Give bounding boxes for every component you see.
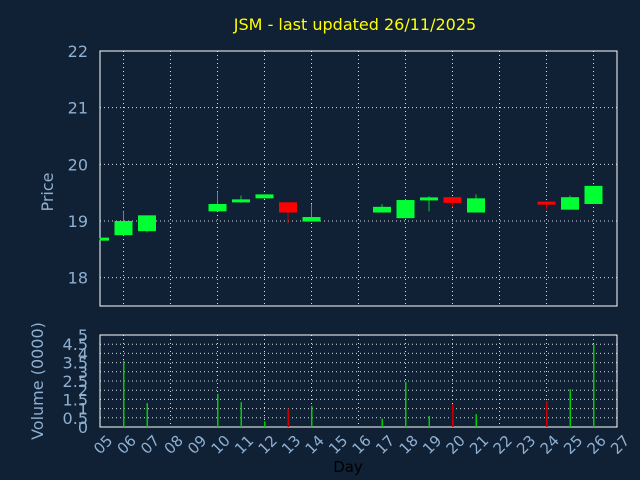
volume-bar-21 <box>475 414 477 427</box>
candle-body-26 <box>584 185 603 204</box>
candle-body-14 <box>302 217 321 222</box>
price-axis-ticks: 18 19 20 21 22 <box>68 42 88 288</box>
price-axis-label: Price <box>38 172 57 211</box>
volume-bar-19 <box>428 415 430 427</box>
volume-bar-13 <box>287 408 289 427</box>
volume-tick-label: 0.5 <box>63 409 88 428</box>
volume-axis-label: Volume (0000) <box>28 322 47 440</box>
x-axis-label: Day <box>333 458 363 476</box>
price-tick-label: 18 <box>68 269 88 288</box>
volume-bar-07 <box>146 403 148 427</box>
volume-bar-10 <box>217 393 219 427</box>
price-candles <box>99 185 603 241</box>
volume-tick-label: 0 <box>78 418 88 437</box>
volume-tick-label: 3 <box>78 363 88 382</box>
candle-body-24 <box>537 201 556 205</box>
candle-body-20 <box>443 197 462 203</box>
x-axis-ticks: 0506070809101112131415161718192021222324… <box>90 432 633 458</box>
volume-bar-11 <box>240 402 242 427</box>
volume-tick-label: 1 <box>78 400 88 419</box>
volume-tick-label: 5 <box>78 326 88 345</box>
candle-body-21 <box>467 198 485 213</box>
volume-bar-18 <box>405 381 407 427</box>
volume-axis-ticks: 00.511.522.533.544.55 <box>63 326 88 437</box>
price-tick-label: 20 <box>68 155 88 174</box>
volume-tick-label: 4.5 <box>63 335 88 354</box>
candle-body-06 <box>114 221 133 236</box>
candle-body-25 <box>561 197 579 210</box>
candle-body-12 <box>255 194 274 199</box>
price-tick-label: 22 <box>68 42 88 61</box>
volume-bars <box>123 344 595 427</box>
volume-bar-25 <box>569 389 571 427</box>
volume-tick-label: 3.5 <box>63 354 88 373</box>
volume-bar-14 <box>311 405 313 427</box>
candle-body-18 <box>396 200 415 219</box>
volume-tick-label: 4 <box>78 344 88 363</box>
candle-body-05 <box>100 237 109 241</box>
volume-bar-06 <box>123 360 125 427</box>
volume-tick-label: 2 <box>78 381 88 400</box>
volume-bar-17 <box>381 418 383 427</box>
candle-body-17 <box>373 206 391 213</box>
price-grid <box>100 51 617 306</box>
volume-tick-label: 1.5 <box>63 390 88 409</box>
volume-bar-24 <box>546 401 548 427</box>
candle-body-11 <box>232 199 250 203</box>
price-panel: 18 19 20 21 22 Price <box>38 42 618 307</box>
chart-title: JSM - last updated 26/11/2025 <box>233 15 476 34</box>
volume-tick-label: 2.5 <box>63 372 88 391</box>
candle-body-10 <box>208 204 227 212</box>
volume-bar-26 <box>593 344 595 427</box>
candle-body-19 <box>420 197 438 201</box>
price-tick-label: 21 <box>68 99 88 118</box>
volume-bar-12 <box>264 421 266 427</box>
volume-bar-20 <box>452 404 454 427</box>
candle-body-13 <box>279 202 297 213</box>
candle-body-07 <box>138 215 156 232</box>
volume-panel: 00.511.522.533.544.55 Volume (0000) <box>28 322 618 440</box>
price-tick-label: 19 <box>68 212 88 231</box>
